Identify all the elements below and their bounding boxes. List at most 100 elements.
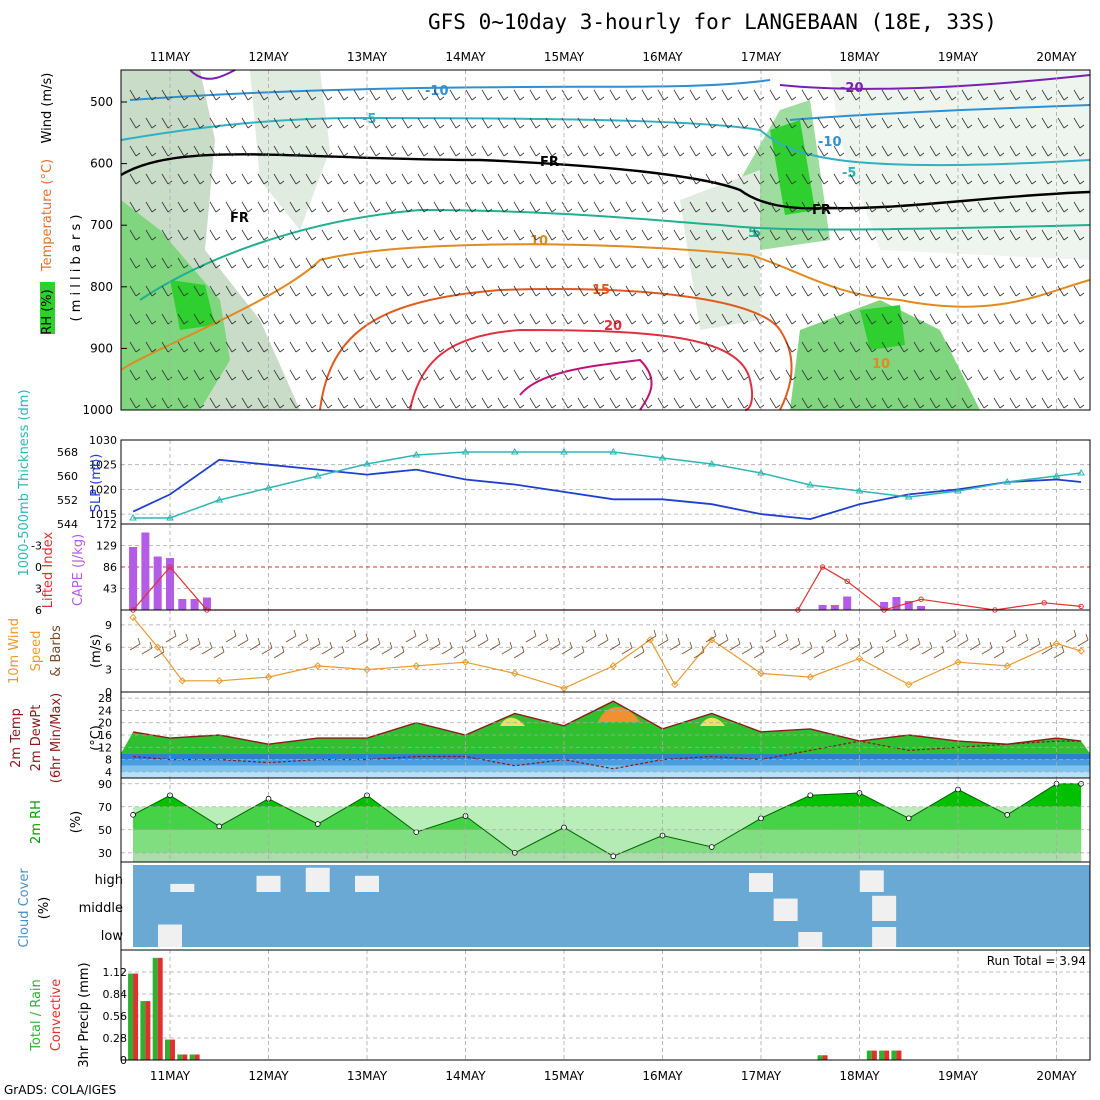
wind-barb — [689, 145, 701, 157]
wind-barb — [369, 313, 381, 325]
wind-barb — [1025, 173, 1037, 185]
wind-barb — [433, 229, 445, 241]
wind-barb — [401, 369, 413, 381]
wind-barb — [337, 369, 349, 381]
wind-barb — [1057, 201, 1069, 213]
wind-barb — [545, 341, 557, 353]
wind-barb — [769, 173, 781, 185]
wind-barb — [673, 313, 685, 325]
wind-barb — [977, 313, 989, 325]
wind-barb — [369, 89, 381, 101]
wind-barb — [993, 201, 1005, 213]
wind-barb — [625, 89, 637, 101]
wind-barb — [497, 173, 509, 185]
wind-barb — [737, 229, 749, 241]
wind-barb — [993, 257, 1005, 269]
dewpoint-band — [121, 771, 1090, 778]
wind-tick-label: 6 — [105, 641, 112, 654]
wind-barb — [385, 313, 397, 325]
date-label-bottom: 17MAY — [741, 1069, 782, 1083]
wind-barb — [1025, 313, 1037, 325]
wind-barb — [145, 397, 157, 409]
wind-barb — [1009, 173, 1021, 185]
wind-barb — [865, 145, 877, 157]
thickness-marker — [757, 469, 765, 476]
wind-barb — [513, 369, 525, 381]
cloud-block-middle — [773, 898, 798, 921]
wind-barb — [353, 285, 365, 297]
wind-barb — [593, 341, 605, 353]
wind-barb — [321, 397, 333, 409]
wind-barb — [369, 145, 381, 157]
wind-barb — [785, 285, 797, 297]
dewpoint-band — [121, 753, 1090, 760]
wind-barb — [945, 145, 957, 157]
wind-barb — [897, 285, 909, 297]
wind-barb — [177, 145, 189, 157]
wind-barb — [801, 285, 813, 297]
wind-barb — [705, 257, 717, 269]
wind-barb — [273, 313, 285, 325]
rh-marker — [314, 821, 321, 827]
wind-barb — [577, 397, 589, 409]
rh-marker — [905, 815, 912, 822]
wind-barb — [513, 313, 525, 325]
date-label-top: 15MAY — [544, 50, 585, 64]
wind-barb — [257, 117, 269, 129]
wind-barb — [337, 257, 349, 269]
rh-legend-swatch — [40, 282, 55, 334]
wind-barb — [961, 341, 973, 353]
axis-label-wind: Wind (m/s) — [40, 73, 55, 144]
li-tick-label: 0 — [35, 561, 42, 574]
wind-barb — [641, 145, 653, 157]
wind-barb — [177, 173, 189, 185]
date-label-bottom: 18MAY — [839, 1069, 880, 1083]
wind-barb — [657, 341, 669, 353]
rh-tick-label: 90 — [98, 778, 112, 791]
wind-barb — [529, 89, 541, 101]
wind-barb — [433, 285, 445, 297]
wind-barb — [209, 229, 221, 241]
wind-barb — [737, 285, 749, 297]
wind-barb — [881, 285, 893, 297]
wind-barb — [465, 341, 477, 353]
wind-barb — [401, 89, 413, 101]
wind-barb — [785, 257, 797, 269]
wind-barb — [673, 89, 685, 101]
wind-barb — [193, 313, 205, 325]
wind-barb — [145, 117, 157, 129]
wind-barb — [1009, 117, 1021, 129]
wind-barb — [817, 369, 829, 381]
wind-barb — [145, 89, 157, 101]
wind-barb — [769, 397, 781, 409]
wind-barb — [417, 313, 429, 325]
wind-barb — [1041, 229, 1053, 241]
wind-barb — [401, 285, 413, 297]
wind-barb — [177, 397, 189, 409]
temp-warm-cap — [500, 717, 525, 726]
pressure-tick-label: 500 — [90, 95, 113, 109]
thickness-marker — [855, 487, 864, 494]
wind-barb — [401, 117, 413, 129]
wind-barb — [561, 173, 573, 185]
cloud-block-low — [798, 932, 823, 947]
date-label-top: 12MAY — [248, 50, 289, 64]
wind-barb — [225, 341, 237, 353]
wind-barb — [769, 229, 781, 241]
wind-barb — [289, 285, 301, 297]
wind-barb — [1025, 257, 1037, 269]
wind-barb — [241, 229, 253, 241]
wind-barb — [1057, 369, 1069, 381]
wind-barb — [369, 173, 381, 185]
wind-barb — [177, 201, 189, 213]
wind-barb — [977, 117, 989, 129]
wind-barb — [785, 341, 797, 353]
wind-barb — [305, 313, 317, 325]
wind-barb — [721, 257, 733, 269]
wind-barb — [369, 285, 381, 297]
temp-tick-label: 8 — [105, 754, 112, 767]
wind-barb — [321, 369, 333, 381]
wind-barb-10m — [657, 633, 669, 647]
wind-barb — [241, 285, 253, 297]
wind-barb — [513, 201, 525, 213]
